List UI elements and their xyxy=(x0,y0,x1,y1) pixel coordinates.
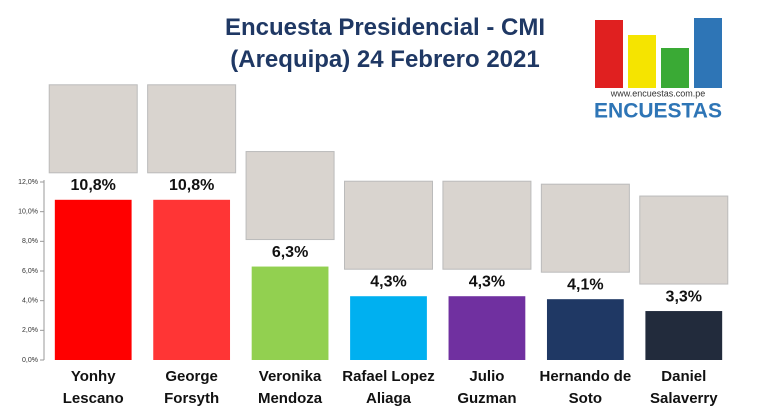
value-label: 10,8% xyxy=(169,177,214,194)
bar xyxy=(54,199,132,360)
x-tick-label: Yonhy Lescano xyxy=(62,368,124,407)
value-label: 4,3% xyxy=(370,273,406,290)
logo-bar xyxy=(661,48,689,88)
logo-url: www.encuestas.com.pe xyxy=(610,88,706,98)
chart-title: Encuesta Presidencial - CMI (Arequipa) 2… xyxy=(224,14,546,73)
value-label: 3,3% xyxy=(666,288,702,305)
value-label: 6,3% xyxy=(272,244,308,261)
bar xyxy=(251,266,329,360)
candidate-photo xyxy=(344,180,433,270)
candidate-photo xyxy=(147,84,237,174)
bar xyxy=(350,296,427,360)
x-tick-label: Hernando de Soto xyxy=(539,368,632,407)
bar xyxy=(645,311,723,360)
value-label: 10,8% xyxy=(71,177,116,194)
logo-bar xyxy=(595,20,623,88)
bar xyxy=(546,299,624,360)
logo-bar xyxy=(628,35,656,88)
candidate-photo xyxy=(245,151,335,241)
y-tick-label: 0,0% xyxy=(22,357,38,364)
logo-bars xyxy=(595,18,722,88)
x-tick-label: George Forsyth xyxy=(164,368,220,407)
y-tick-label: 12,0% xyxy=(18,179,38,186)
value-label: 4,3% xyxy=(469,273,505,290)
y-tick-label: 6,0% xyxy=(22,268,38,275)
x-tick-label: Daniel Salaverry xyxy=(650,368,718,407)
y-tick-label: 4,0% xyxy=(22,298,38,305)
x-tick-label: Julio Guzman xyxy=(457,368,517,407)
candidate-photo xyxy=(442,180,532,270)
logo-bar xyxy=(694,18,722,88)
candidate-photo xyxy=(48,84,138,174)
y-tick-label: 2,0% xyxy=(22,327,38,334)
y-tick-label: 10,0% xyxy=(18,209,38,216)
y-tick-label: 8,0% xyxy=(22,238,38,245)
bar xyxy=(448,296,526,360)
candidate-photo xyxy=(540,183,630,273)
value-label: 4,1% xyxy=(567,276,603,293)
x-tick-label: Veronika Mendoza xyxy=(257,368,323,407)
candidate-photo xyxy=(639,195,729,285)
logo-name: ENCUESTAS xyxy=(594,100,722,123)
bar xyxy=(153,199,231,360)
x-tick-label: Rafael Lopez Aliaga xyxy=(342,368,435,407)
